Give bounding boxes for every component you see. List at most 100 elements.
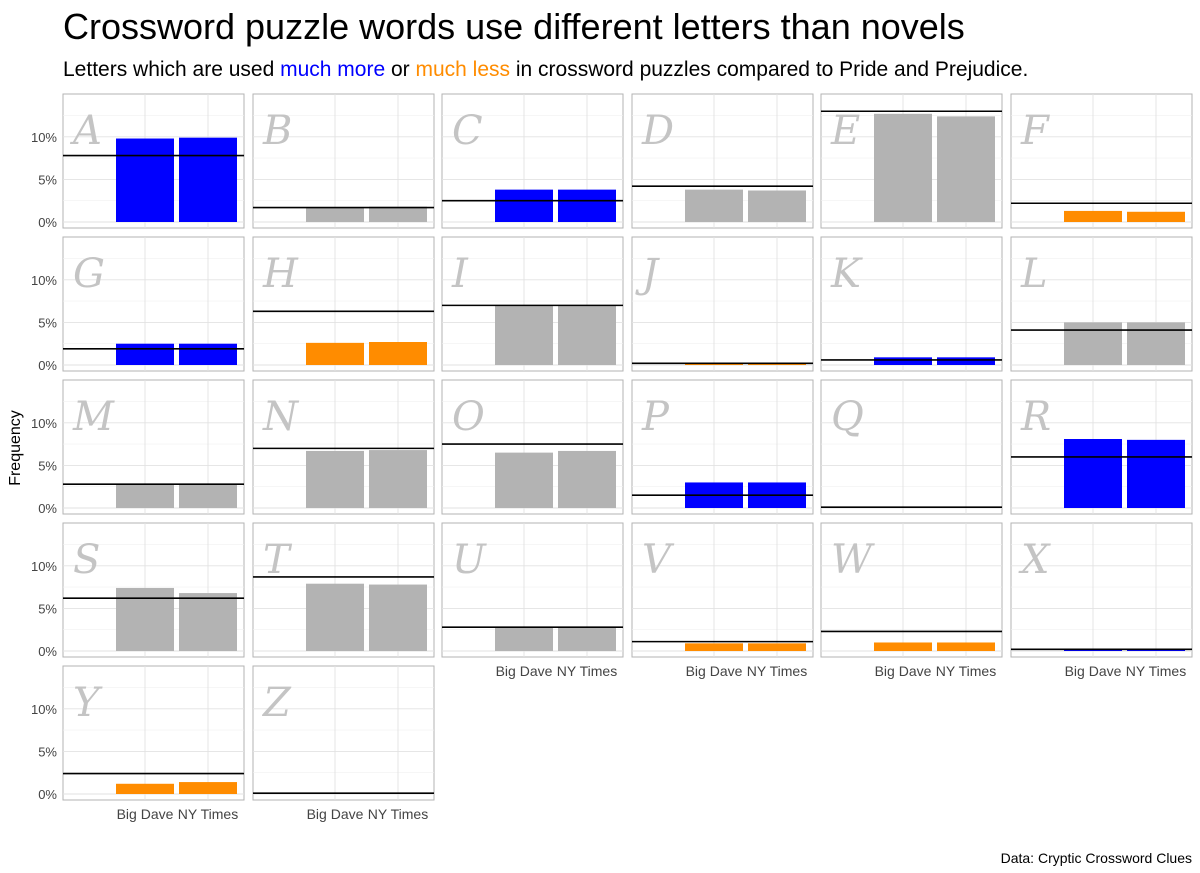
panel-j (631, 236, 814, 372)
bar-x-ny-times (1127, 649, 1185, 651)
panel-letter-m: M (72, 394, 115, 440)
panel-letter-z: Z (261, 680, 292, 726)
y-tick-label: 5% (38, 172, 57, 187)
y-tick-label: 0% (38, 644, 57, 659)
bar-h-ny-times (369, 342, 427, 365)
panel-letter-l: L (1020, 251, 1048, 297)
x-tick-label: NY Times (936, 663, 996, 679)
panel-letter-r: R (1020, 394, 1051, 440)
panel-f (1010, 93, 1193, 229)
panel-letter-s: S (73, 537, 100, 583)
bar-a-big-dave (116, 138, 174, 222)
y-tick-label: 0% (38, 787, 57, 802)
bar-t-ny-times (369, 584, 427, 651)
panel-letter-c: C (452, 108, 483, 154)
panel-k (820, 236, 1003, 372)
panel-letter-w: W (831, 537, 875, 583)
bar-c-ny-times (558, 189, 616, 222)
bar-d-big-dave (685, 189, 743, 222)
y-tick-label: 5% (38, 458, 57, 473)
bar-y-big-dave (116, 783, 174, 794)
y-tick-label: 5% (38, 315, 57, 330)
panel-b (252, 93, 435, 229)
bar-u-big-dave (495, 627, 553, 651)
bar-j-ny-times (748, 363, 806, 365)
panel-q (820, 379, 1003, 515)
panel-v (631, 522, 814, 658)
bar-j-big-dave (685, 363, 743, 365)
panel-letter-u: U (452, 537, 487, 583)
bar-o-ny-times (558, 450, 616, 508)
bar-g-ny-times (179, 343, 237, 365)
bar-b-big-dave (306, 207, 364, 222)
bar-l-big-dave (1064, 322, 1122, 365)
x-tick-label: NY Times (747, 663, 807, 679)
bar-d-ny-times (748, 190, 806, 222)
panel-letter-o: O (452, 394, 485, 440)
panel-letter-k: K (830, 251, 863, 297)
panel-letter-h: H (262, 251, 299, 297)
x-tick-label: Big Dave (496, 663, 553, 679)
y-tick-label: 5% (38, 601, 57, 616)
bar-c-big-dave (495, 189, 553, 222)
bar-n-ny-times (369, 450, 427, 508)
panel-letter-y: Y (73, 680, 103, 726)
y-tick-label: 5% (38, 744, 57, 759)
bar-v-ny-times (748, 643, 806, 651)
panel-z (252, 665, 435, 801)
x-tick-label: Big Dave (307, 806, 364, 822)
bar-a-ny-times (179, 137, 237, 222)
x-tick-label: NY Times (178, 806, 238, 822)
y-tick-label: 0% (38, 501, 57, 516)
subtitle-prefix: Letters which are used (63, 58, 281, 81)
bar-k-ny-times (937, 357, 995, 365)
bar-t-big-dave (306, 583, 364, 651)
x-tick-label: Big Dave (875, 663, 932, 679)
y-tick-label: 10% (31, 702, 57, 717)
subtitle-suffix: in crossword puzzles compared to Pride a… (510, 58, 1029, 81)
subtitle-much-more: much more (280, 58, 386, 81)
bar-i-big-dave (495, 305, 553, 365)
y-tick-label: 10% (31, 130, 57, 145)
bar-k-big-dave (874, 357, 932, 365)
subtitle-middle: or (385, 58, 416, 81)
x-tick-label: NY Times (1126, 663, 1186, 679)
y-tick-label: 10% (31, 416, 57, 431)
panel-letter-f: F (1020, 108, 1050, 154)
y-tick-label: 10% (31, 559, 57, 574)
bar-i-ny-times (558, 305, 616, 365)
x-tick-label: Big Dave (117, 806, 174, 822)
bar-o-big-dave (495, 452, 553, 508)
y-tick-label: 10% (31, 273, 57, 288)
panel-letter-a: A (69, 108, 102, 154)
y-tick-label: 0% (38, 215, 57, 230)
panel-y (62, 665, 245, 801)
bar-v-big-dave (685, 643, 743, 651)
bar-f-ny-times (1127, 211, 1185, 222)
bar-e-big-dave (874, 113, 932, 222)
panel-letter-e: E (830, 108, 860, 154)
x-tick-label: NY Times (368, 806, 428, 822)
bar-w-big-dave (874, 642, 932, 651)
panel-letter-q: Q (831, 394, 864, 440)
bar-m-ny-times (179, 485, 237, 508)
bar-b-ny-times (369, 206, 427, 222)
chart-title: Crossword puzzle words use different let… (63, 6, 965, 47)
panel-letter-d: D (641, 108, 674, 154)
bar-e-ny-times (937, 116, 995, 222)
bar-r-big-dave (1064, 439, 1122, 508)
bar-m-big-dave (116, 485, 174, 508)
panel-letter-i: I (451, 251, 469, 297)
bar-y-ny-times (179, 782, 237, 794)
chart-subtitle: Letters which are used much more or much… (63, 58, 1028, 82)
panel-letter-g: G (73, 251, 105, 297)
panel-letter-t: T (263, 537, 293, 583)
panel-w (820, 522, 1003, 658)
subtitle-much-less: much less (415, 58, 511, 81)
bar-u-ny-times (558, 627, 616, 651)
bar-l-ny-times (1127, 322, 1185, 365)
bar-s-ny-times (179, 593, 237, 651)
x-tick-label: Big Dave (686, 663, 743, 679)
panel-letter-n: N (262, 394, 300, 440)
